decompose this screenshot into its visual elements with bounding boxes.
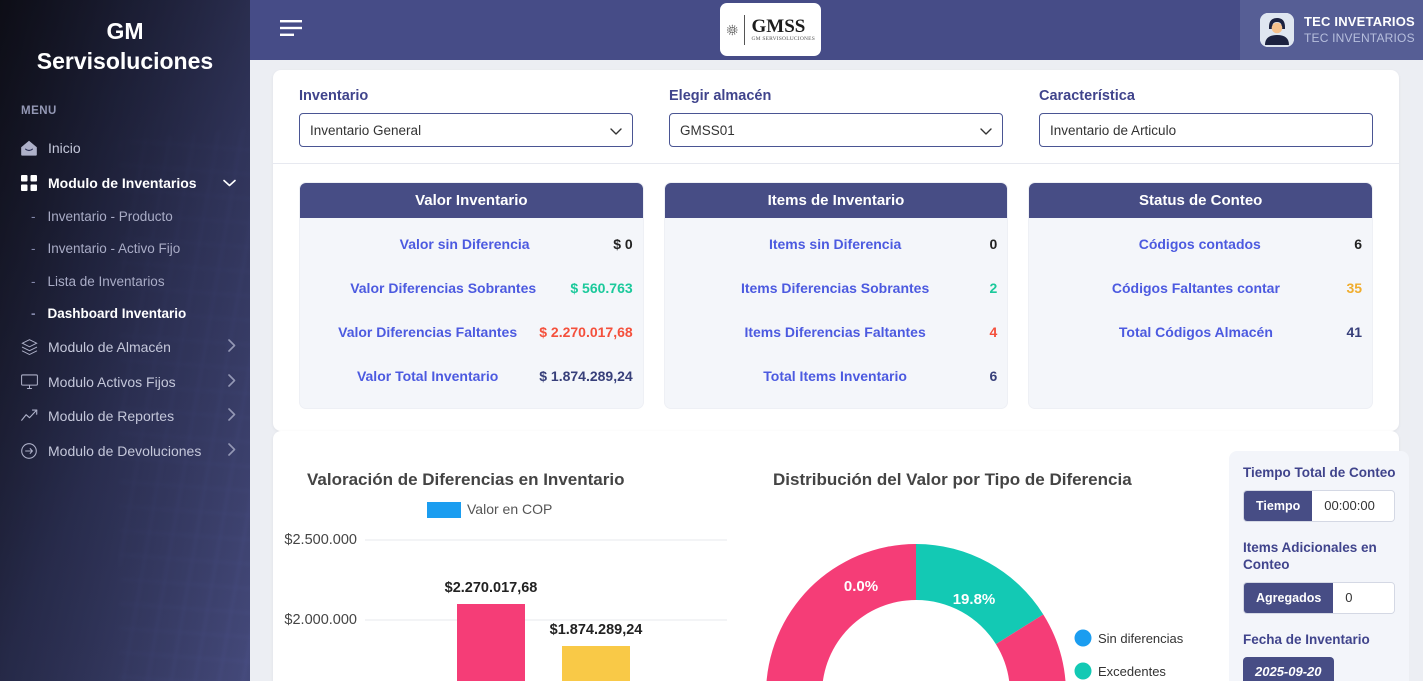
svg-text:$2.270.017,68: $2.270.017,68 xyxy=(445,580,538,596)
svg-text:0.0%: 0.0% xyxy=(844,578,878,595)
svg-text:Valor en COP: Valor en COP xyxy=(467,501,552,517)
svg-text:Excedentes: Excedentes xyxy=(1098,664,1166,679)
svg-text:Sin diferencias: Sin diferencias xyxy=(1098,631,1184,646)
svg-text:19.8%: 19.8% xyxy=(953,591,996,608)
svg-text:$2.000.000: $2.000.000 xyxy=(284,612,357,628)
svg-text:$2.500.000: $2.500.000 xyxy=(284,532,357,548)
svg-text:$1.874.289,24: $1.874.289,24 xyxy=(550,622,643,638)
